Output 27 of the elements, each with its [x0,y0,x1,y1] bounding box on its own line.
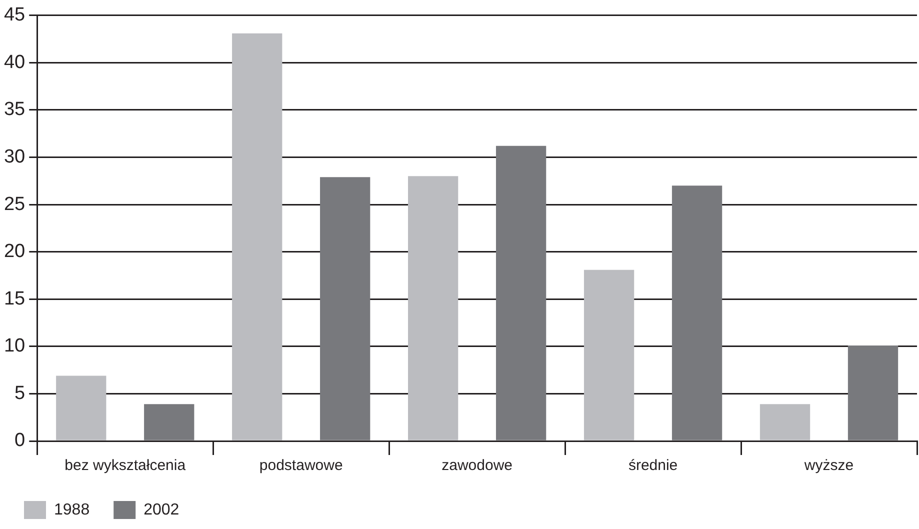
y-tick-label: 20 [4,241,26,262]
legend-label: 2002 [144,501,180,518]
y-tick-label: 0 [14,430,26,452]
bar [584,270,634,440]
bar [144,404,194,440]
x-tick-label: wyższe [803,457,854,474]
bar [56,376,106,440]
bar [320,177,370,440]
y-tick-label: 40 [4,52,26,73]
bar [232,33,282,440]
bar [672,186,722,440]
x-tick-label: podstawowe [259,457,343,474]
bar [408,176,458,440]
y-tick-label: 5 [14,382,26,404]
y-tick-label: 45 [4,4,26,26]
x-tick-label: średnie [628,457,678,474]
x-tick-label: bez wykształcenia [64,457,186,474]
legend-label: 1988 [54,501,90,518]
y-tick-label: 15 [4,288,26,310]
y-tick-label: 25 [4,194,26,215]
bar [760,404,810,440]
x-tick-label: zawodowe [442,457,513,474]
bar [496,146,546,440]
y-tick-label: 30 [4,146,26,168]
bar [848,345,898,440]
y-tick-label: 35 [4,99,26,120]
y-tick-label: 10 [4,336,26,357]
